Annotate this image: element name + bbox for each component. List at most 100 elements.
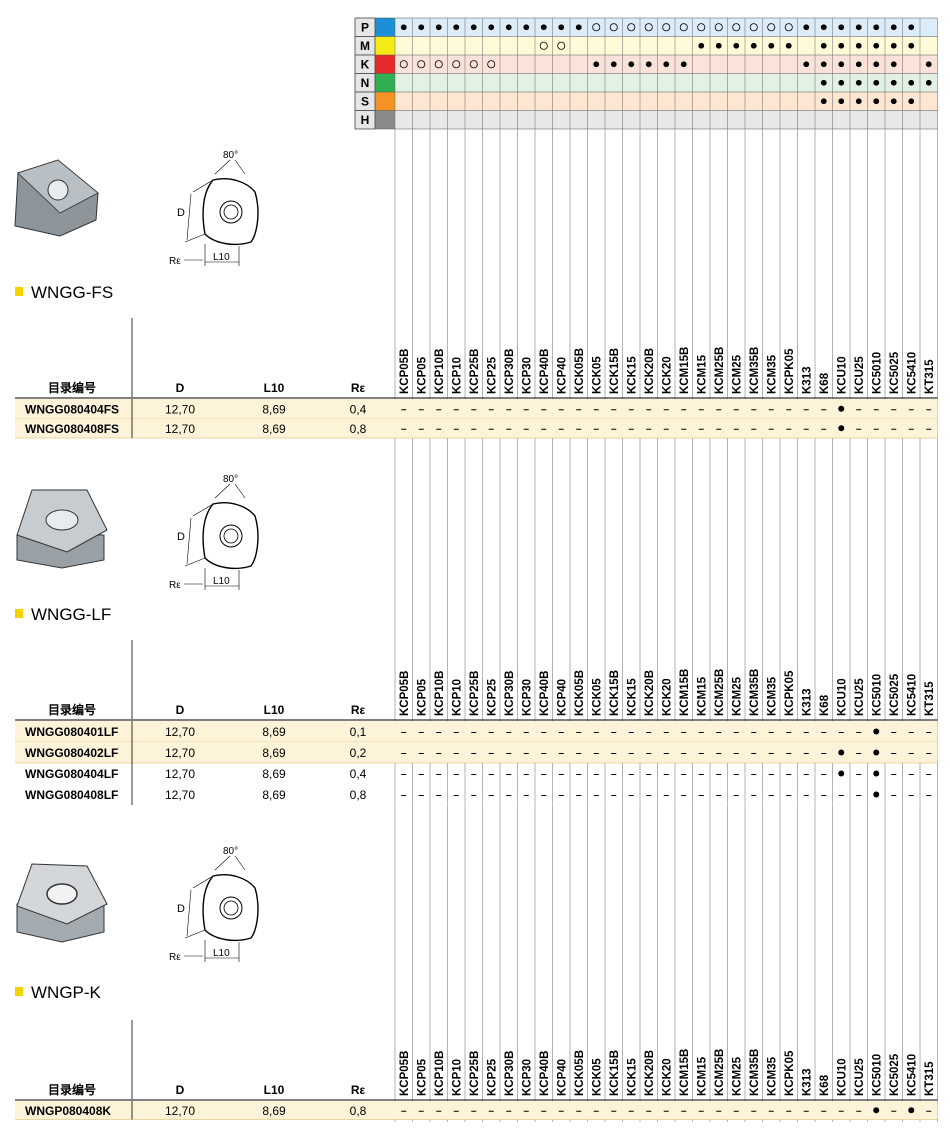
grade-label: KCM15B [679,347,691,394]
grade-label: KCM35B [749,347,761,394]
header-re: Rε [351,381,366,395]
grade-label: KCK15B [609,670,621,716]
grade-label: KCM25B [714,347,726,394]
material-row-P [395,18,938,37]
recommended-dot [803,24,810,31]
alternative-circle [749,23,758,32]
grade-label: KCM25B [714,669,726,716]
available-dot [873,749,880,756]
material-label: N [361,76,370,90]
value-l10: 8,69 [262,402,286,416]
recommended-dot [820,98,827,105]
grade-label: KCM15 [696,354,708,394]
value-d: 12,70 [165,725,195,739]
dim-label-l10: L10 [213,252,230,263]
section-marker [15,987,23,996]
alternative-circle [417,60,426,69]
recommended-dot [680,61,687,68]
catalog-number: WNGP080408K [25,1104,111,1118]
recommended-dot [873,61,880,68]
grade-label: KCU10 [836,1058,848,1096]
grade-label: KCM15B [679,1049,691,1096]
catalog-number: WNGG080404FS [25,402,119,416]
grade-label: KCM15 [696,676,708,716]
alternative-circle [662,23,671,32]
header-l10: L10 [264,703,285,717]
recommended-dot [645,61,652,68]
grade-label: KCP40B [539,349,551,394]
alternative-circle [732,23,741,32]
grade-label: KCP30 [521,1059,533,1096]
grade-label: KT315 [924,681,936,716]
grade-label: KCP25 [486,1058,498,1096]
recommended-dot [838,98,845,105]
value-d: 12,70 [165,402,195,416]
grade-label: KCK20 [661,678,673,716]
recommended-dot [470,24,477,31]
catalog-number: WNGG080404LF [25,767,118,781]
grade-label: KCP10B [434,1051,446,1096]
grade-label: KCM35B [749,669,761,716]
dim-label-angle: 80° [223,474,238,485]
value-re: 0,4 [350,767,367,781]
recommended-dot [803,61,810,68]
insert-hole [46,883,78,905]
grade-label: KCK05 [591,1058,603,1096]
grade-label: KCM35 [766,676,778,716]
grade-label: KC5010 [871,1054,883,1096]
alternative-circle [714,23,723,32]
row-highlight [15,399,938,419]
grade-label: K68 [819,694,831,716]
grade-label: KCP05B [399,1051,411,1096]
alternative-circle [399,60,408,69]
section-title: WNGG-FS [31,283,113,302]
grade-label: KCK15 [626,356,638,394]
value-l10: 8,69 [262,746,286,760]
value-re: 0,8 [350,788,367,802]
recommended-dot [855,61,862,68]
recommended-dot [838,79,845,86]
material-row-S [395,92,938,111]
recommended-dot [663,61,670,68]
grade-label: KCPK05 [784,348,796,394]
available-dot [838,425,845,432]
dim-line [184,233,206,243]
material-color-swatch [375,92,395,111]
dim-line [192,875,214,889]
dim-label-re: Rε [169,580,181,591]
recommended-dot [908,98,915,105]
grade-label: KC5010 [871,352,883,394]
value-re: 0,4 [350,402,367,416]
recommended-dot [575,24,582,31]
value-d: 12,70 [165,1104,195,1118]
value-d: 12,70 [165,767,195,781]
recommended-dot [908,42,915,49]
grade-label: KCK20 [661,1058,673,1096]
header-d: D [176,381,185,395]
catalog-number: WNGG080408FS [25,422,119,436]
recommended-dot [890,42,897,49]
grade-label: KCM15B [679,669,691,716]
grade-label: KT315 [924,1061,936,1096]
grade-label: KC5410 [906,674,918,716]
grade-label: KCU10 [836,356,848,394]
alternative-circle [697,23,706,32]
alternative-circle [784,23,793,32]
material-color-swatch [375,36,395,55]
recommended-dot [890,98,897,105]
recommended-dot [488,24,495,31]
header-catalog-number: 目录编号 [48,380,96,395]
grade-label: KCU10 [836,678,848,716]
header-l10: L10 [264,1083,285,1097]
section-wngg-fs: D 80° L10 Rε WNGG-FS 目录编号 D L10 Rε KCP05B KCP05 KCP… [14,150,938,439]
grade-label: KCP25B [469,349,481,394]
recommended-dot [820,42,827,49]
recommended-dot [855,24,862,31]
grade-label: KCM35B [749,1049,761,1096]
grade-label: K68 [819,1074,831,1096]
grade-label: KCPK05 [784,670,796,716]
available-dot [873,791,880,798]
grade-label: KCP25 [486,356,498,394]
grade-label: KCK05B [574,348,586,394]
material-color-swatch [375,18,395,37]
